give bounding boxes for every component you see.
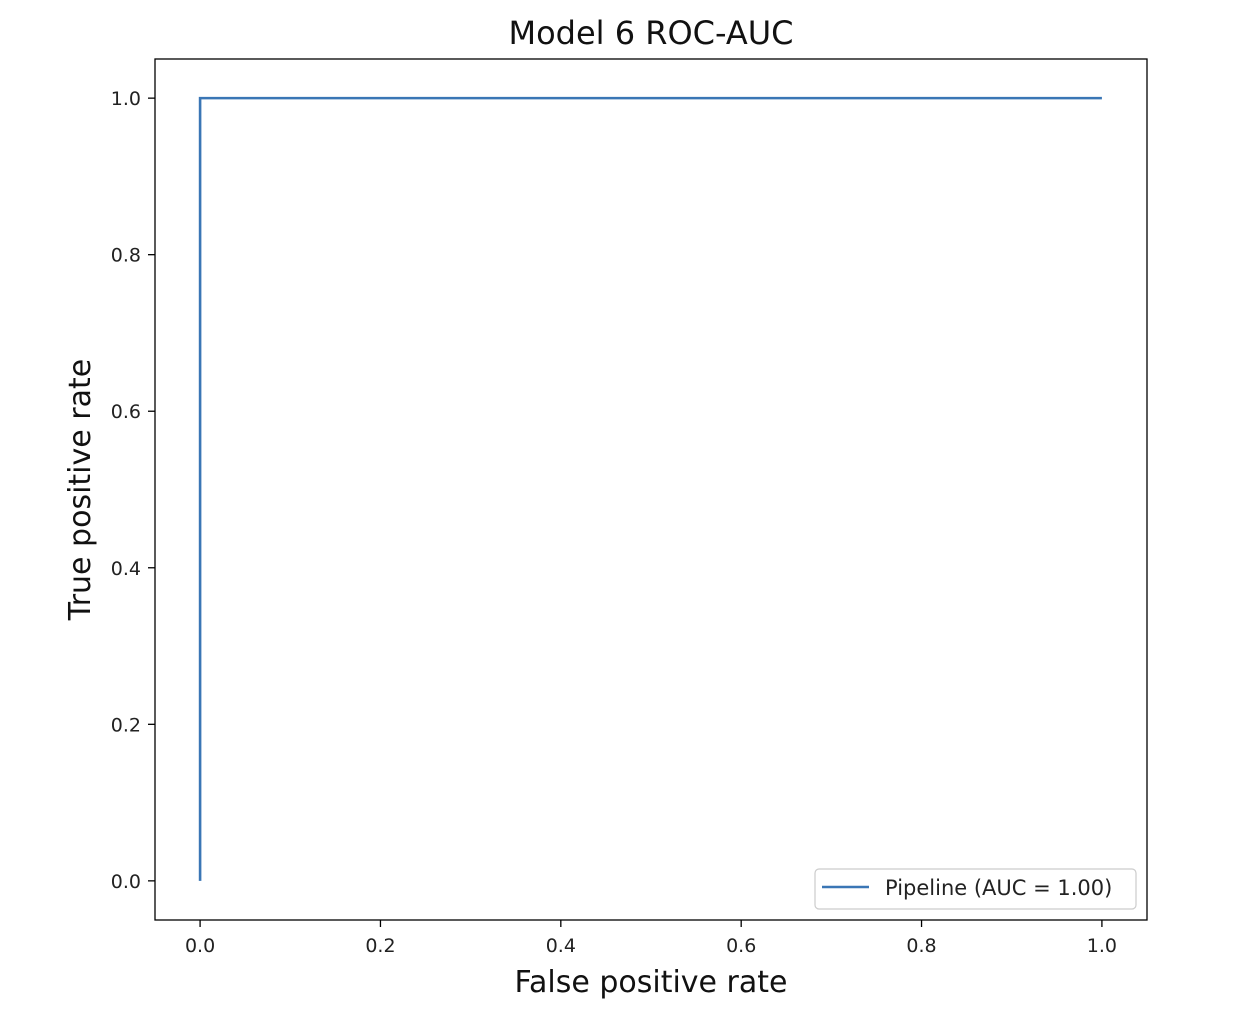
y-tick-label: 0.4 [111,558,141,580]
legend-entry-label: Pipeline (AUC = 1.00) [885,876,1112,900]
y-tick-label: 0.2 [111,714,141,736]
x-tick-label: 0.0 [185,935,215,957]
x-tick-label: 1.0 [1087,935,1117,957]
x-tick-label: 0.6 [726,935,756,957]
y-tick-label: 0.0 [111,871,141,893]
y-tick-label: 1.0 [111,88,141,110]
ticks-layer: 0.0 0.2 0.4 0.6 0.8 1.0 0.0 0.2 0.4 0.6 0.8 1.0 [111,88,1117,957]
series-layer [198,96,1102,881]
x-axis-label: False positive rate [515,965,788,1000]
x-tick-label: 0.4 [546,935,576,957]
roc-curve-line [198,96,1102,881]
x-tick-label: 0.8 [906,935,936,957]
x-tick-label: 0.2 [365,935,395,957]
y-tick-label: 0.6 [111,401,141,423]
chart-title: Model 6 ROC-AUC [508,14,793,52]
legend: Pipeline (AUC = 1.00) [814,868,1137,910]
y-tick-label: 0.8 [111,245,141,267]
plot-area-frame [154,58,1148,921]
legend-box [814,868,1137,910]
y-axis-label: True positive rate [63,359,98,621]
